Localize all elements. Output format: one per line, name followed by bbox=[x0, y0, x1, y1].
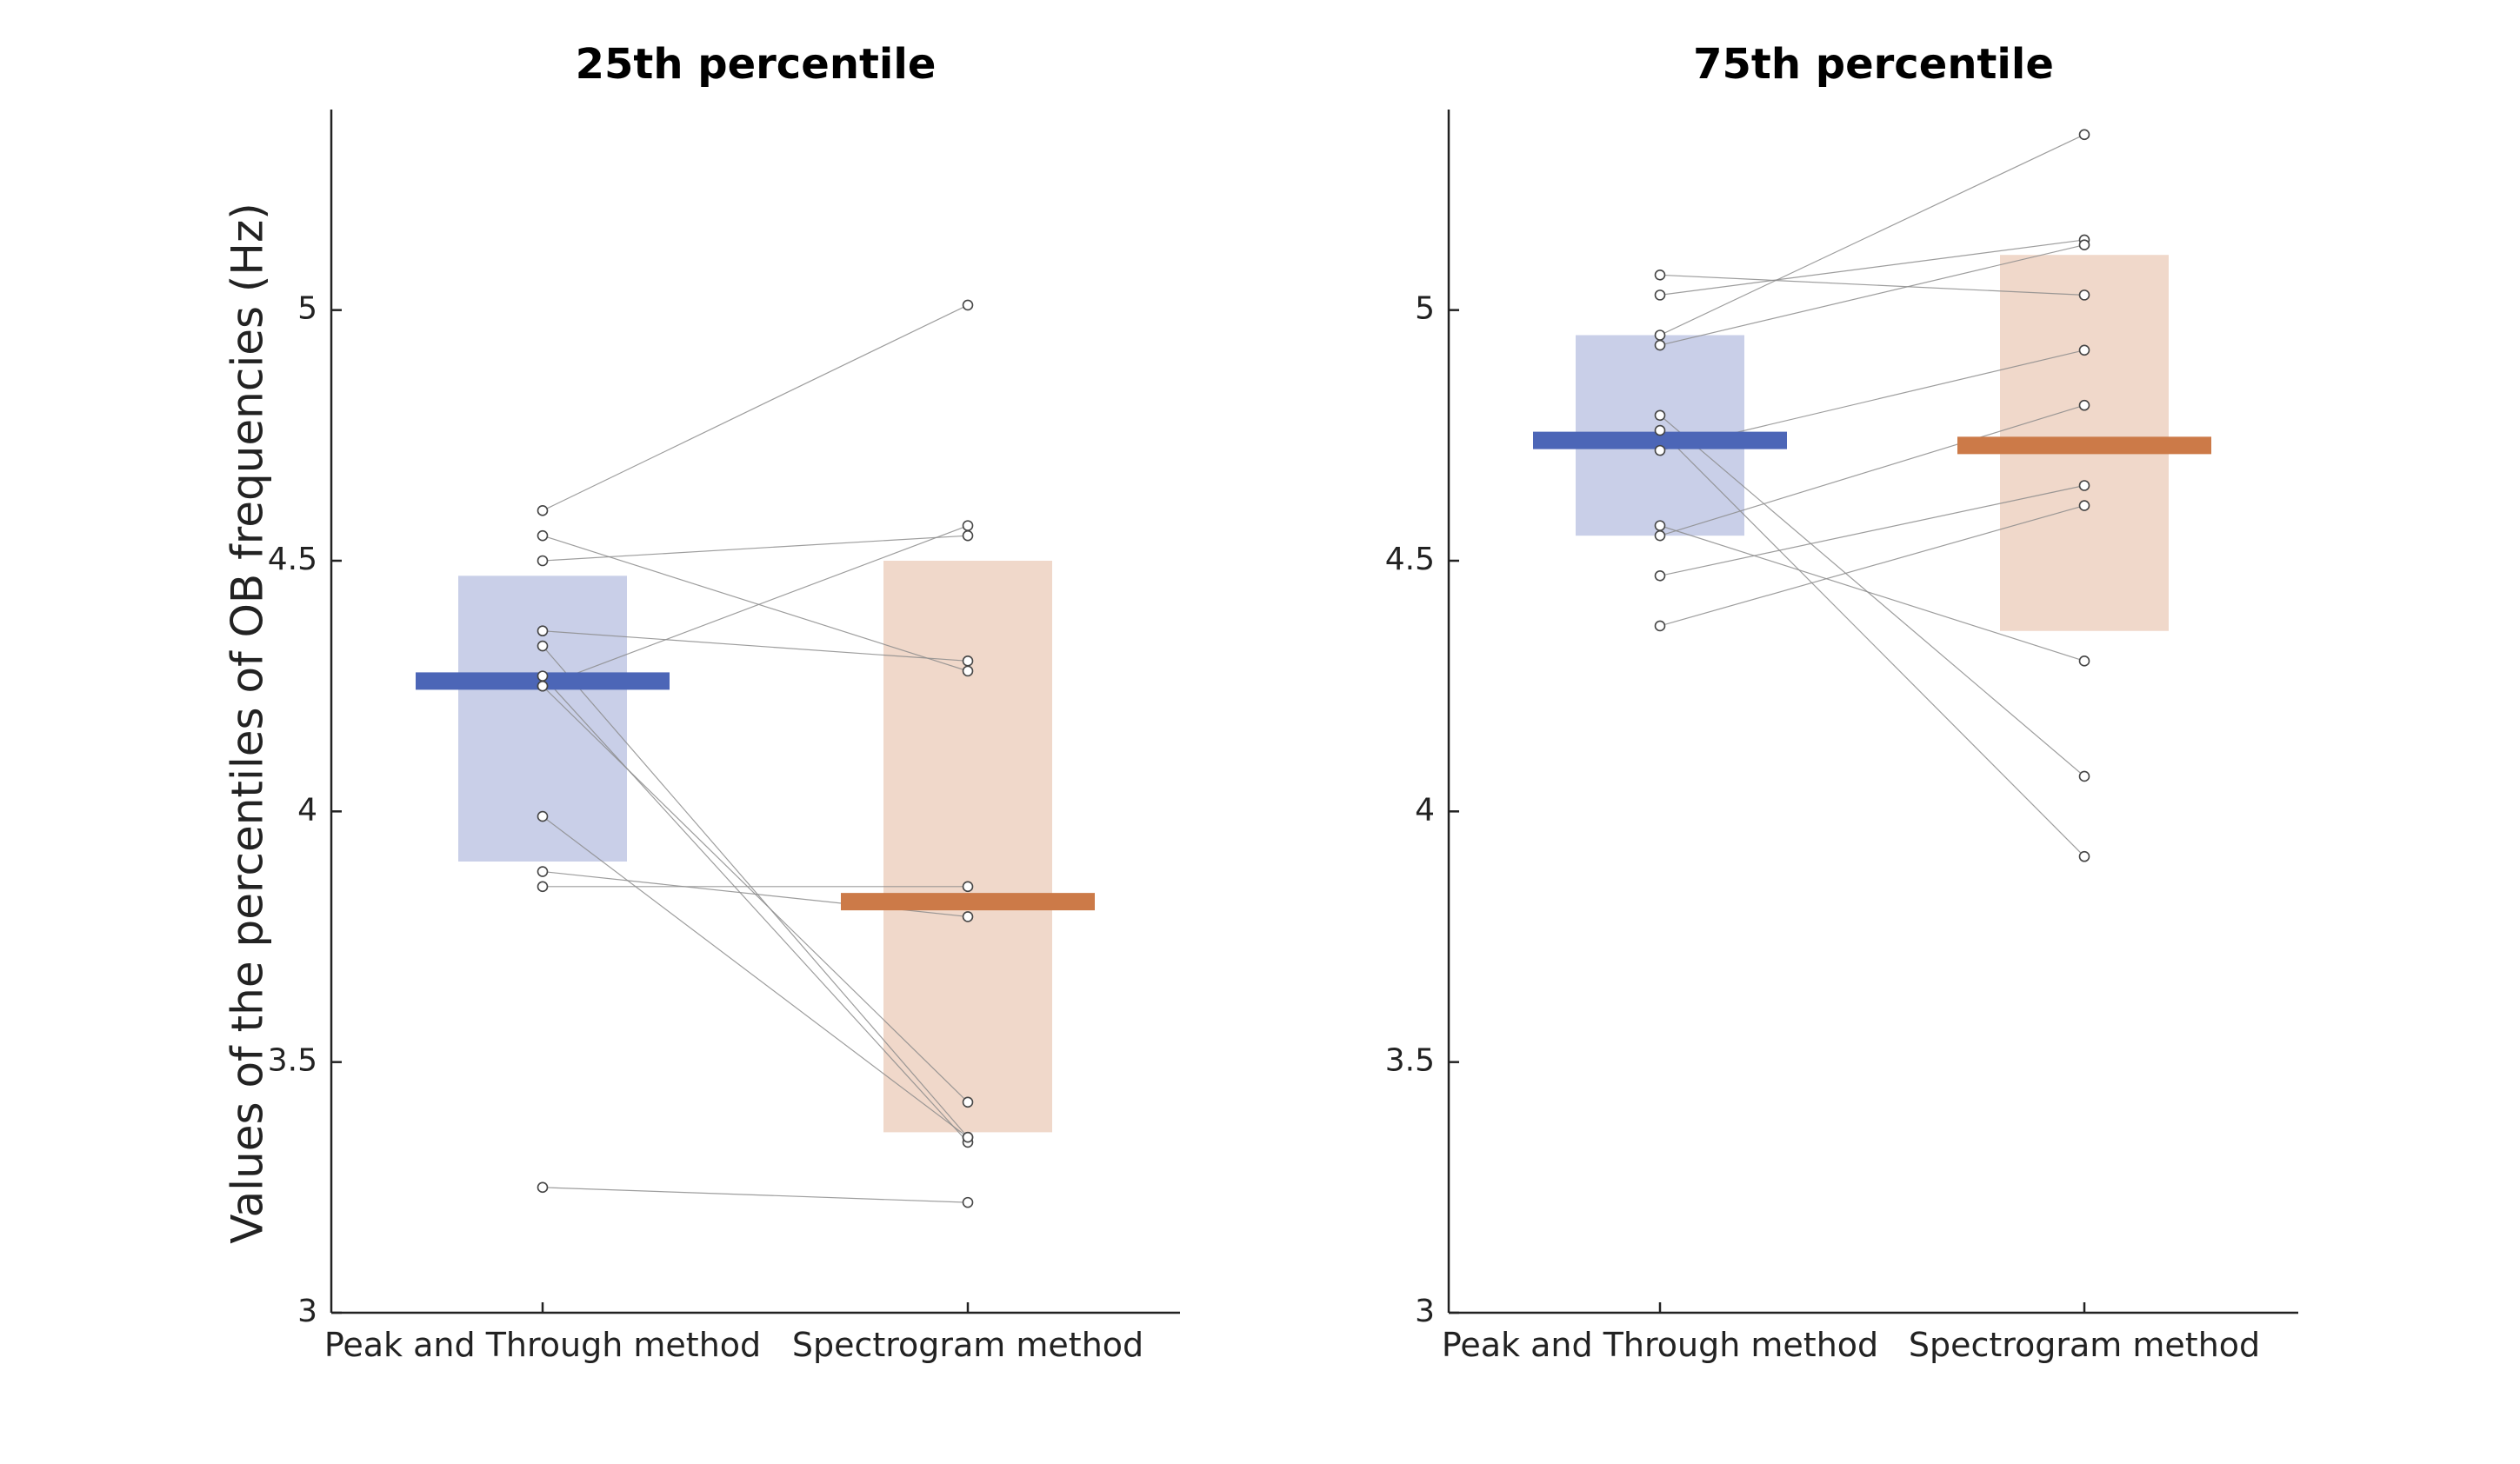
pair-line bbox=[542, 304, 969, 511]
median-bar-peak bbox=[1533, 431, 1787, 449]
y-axis-label: Values of the percentiles of OB frequenc… bbox=[223, 203, 273, 1244]
data-point-spectrogram bbox=[2078, 344, 2090, 356]
x-tick-label: Spectrogram method bbox=[792, 1326, 1143, 1364]
pair-line bbox=[542, 1187, 969, 1203]
y-tick-label: 5 bbox=[297, 291, 317, 327]
data-point-spectrogram bbox=[2078, 770, 2090, 782]
y-tick-label: 3.5 bbox=[268, 1043, 317, 1079]
data-point-peak bbox=[537, 881, 549, 893]
pair-line bbox=[1659, 415, 2085, 777]
pair-line bbox=[1659, 404, 2085, 536]
pair-line bbox=[542, 815, 969, 1138]
data-point-spectrogram bbox=[962, 881, 974, 893]
y-tick-label: 3 bbox=[297, 1294, 317, 1329]
data-point-peak bbox=[537, 810, 549, 822]
data-point-spectrogram bbox=[2078, 850, 2090, 862]
pair-line bbox=[1659, 134, 2085, 336]
data-point-spectrogram bbox=[962, 1096, 974, 1108]
x-tick-label: Spectrogram method bbox=[1909, 1326, 2260, 1364]
pair-line bbox=[1659, 274, 2085, 296]
data-point-peak bbox=[1654, 520, 1666, 531]
data-point-peak bbox=[537, 555, 549, 567]
data-point-spectrogram bbox=[962, 1196, 974, 1208]
y-tick-label: 3 bbox=[1415, 1294, 1435, 1329]
data-point-spectrogram bbox=[962, 299, 974, 311]
data-point-spectrogram bbox=[2078, 399, 2090, 411]
pair-line bbox=[542, 535, 969, 562]
data-point-peak bbox=[537, 505, 549, 516]
data-point-peak bbox=[1654, 620, 1666, 632]
y-tick-label: 4.5 bbox=[268, 542, 317, 577]
data-point-peak bbox=[537, 866, 549, 877]
panel-1: 25th percentile 3 3.5 4 4.5 5 Peak and Through… bbox=[268, 40, 1180, 1364]
data-point-spectrogram bbox=[962, 911, 974, 922]
data-point-peak bbox=[1654, 569, 1666, 582]
x-tick-label: Peak and Through method bbox=[324, 1326, 761, 1364]
data-point-peak bbox=[1654, 339, 1666, 351]
data-point-spectrogram bbox=[2078, 480, 2090, 491]
iqr-box-spectrogram bbox=[883, 561, 1052, 1133]
data-point-peak bbox=[537, 625, 549, 637]
data-point-peak bbox=[537, 680, 549, 692]
data-point-peak bbox=[537, 1181, 549, 1194]
pair-line bbox=[542, 535, 969, 672]
median-bar-spectrogram bbox=[1957, 436, 2211, 455]
data-point-peak bbox=[1654, 444, 1666, 456]
data-point-peak bbox=[1654, 289, 1666, 301]
data-point-spectrogram bbox=[2078, 129, 2090, 141]
data-point-spectrogram bbox=[962, 655, 974, 667]
data-point-spectrogram bbox=[2078, 655, 2090, 667]
data-point-peak bbox=[1654, 529, 1666, 542]
data-point-spectrogram bbox=[2078, 239, 2090, 251]
y-tick-label: 4 bbox=[1415, 792, 1435, 828]
pair-line bbox=[1659, 504, 2085, 627]
pair-line bbox=[1659, 244, 2085, 346]
data-point-spectrogram bbox=[962, 665, 974, 677]
y-tick-label: 4 bbox=[297, 792, 317, 828]
pair-line bbox=[1659, 525, 2085, 662]
data-point-spectrogram bbox=[962, 529, 974, 542]
y-tick-label: 4.5 bbox=[1385, 542, 1435, 577]
data-point-peak bbox=[537, 529, 549, 542]
data-point-peak bbox=[1654, 424, 1666, 436]
data-point-peak bbox=[1654, 409, 1666, 422]
x-tick-label: Peak and Through method bbox=[1442, 1326, 1878, 1364]
pair-line bbox=[1659, 429, 2085, 857]
pair-line bbox=[542, 525, 969, 687]
data-point-spectrogram bbox=[962, 1131, 974, 1143]
data-point-peak bbox=[1654, 269, 1666, 281]
pair-line bbox=[542, 645, 969, 1138]
pair-line bbox=[1659, 239, 2085, 296]
pair-line bbox=[1659, 484, 2085, 576]
y-tick-label: 3.5 bbox=[1385, 1043, 1435, 1079]
data-point-spectrogram bbox=[2078, 500, 2090, 511]
panel-title: 25th percentile bbox=[576, 40, 937, 89]
panel-title: 75th percentile bbox=[1693, 40, 2054, 89]
data-point-peak bbox=[537, 640, 549, 652]
data-point-peak bbox=[1654, 329, 1666, 341]
data-point-spectrogram bbox=[2078, 289, 2090, 301]
data-point-spectrogram bbox=[962, 520, 974, 531]
y-tick-label: 5 bbox=[1415, 291, 1435, 327]
pair-line bbox=[542, 675, 969, 1143]
panel-2: 75th percentile 3 3.5 4 4.5 5 Peak and Through… bbox=[1385, 40, 2298, 1364]
data-point-peak bbox=[537, 670, 549, 682]
pair-line bbox=[542, 630, 969, 662]
median-bar-spectrogram bbox=[841, 893, 1095, 911]
